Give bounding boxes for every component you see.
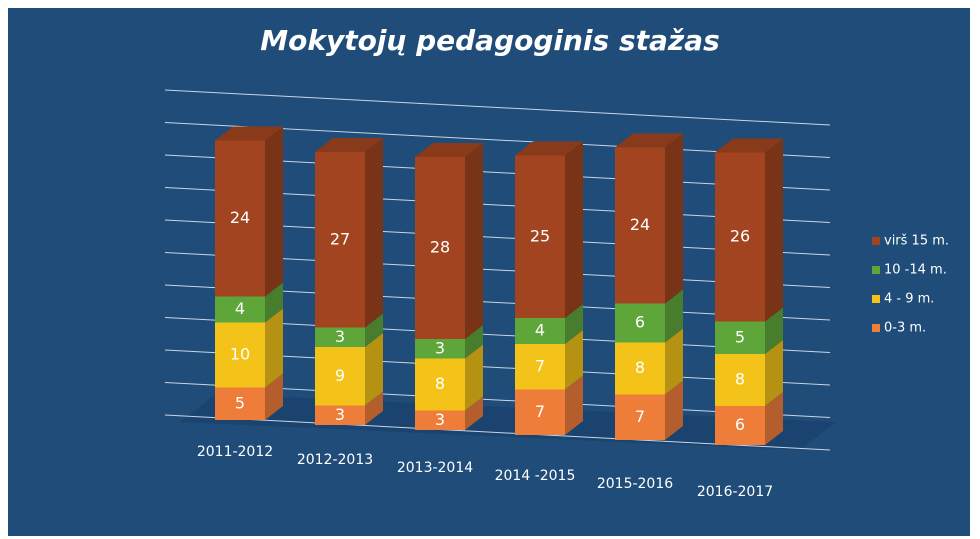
bar-side (665, 328, 683, 395)
grid-line (164, 89, 831, 126)
data-label: 4 (235, 299, 245, 318)
bar (215, 387, 265, 420)
data-label: 24 (230, 208, 250, 227)
x-tick-label: 2015-2016 (597, 476, 673, 492)
bar (415, 157, 465, 339)
bar-side (265, 308, 283, 388)
bar-side (265, 282, 283, 323)
bar-side (265, 373, 283, 420)
bar (515, 344, 565, 390)
bar (215, 296, 265, 323)
x-tick-label: 2014 -2015 (495, 468, 576, 484)
x-tick-label: 2012-2013 (297, 452, 373, 468)
bar (615, 303, 665, 343)
legend-swatch (872, 295, 880, 303)
legend-swatch (872, 237, 880, 245)
legend-label: virš 15 m. (884, 234, 949, 249)
bar (215, 322, 265, 388)
data-label: 28 (430, 238, 450, 257)
bar-side (565, 330, 583, 390)
bar-top (715, 138, 783, 153)
legend-swatch (872, 324, 880, 332)
bar (415, 410, 465, 430)
bar-side (265, 126, 283, 297)
bar (315, 405, 365, 425)
bar-side (565, 141, 583, 318)
data-label: 24 (630, 215, 650, 234)
data-label: 3 (335, 327, 345, 346)
bar (415, 339, 465, 359)
data-label: 27 (330, 229, 350, 248)
data-label: 8 (435, 374, 445, 393)
data-label: 10 (230, 345, 250, 364)
bar (715, 321, 765, 354)
bar (315, 327, 365, 347)
data-label: 4 (535, 321, 545, 340)
bar-side (665, 380, 683, 440)
data-label: 7 (535, 402, 545, 421)
legend-label: 0-3 m. (884, 321, 926, 336)
bar-side (465, 325, 483, 359)
bar-side (765, 307, 783, 354)
bar (515, 318, 565, 344)
bar-top (315, 138, 383, 152)
x-tick-label: 2016-2017 (697, 484, 773, 500)
bar (715, 152, 765, 322)
bar-side (365, 138, 383, 328)
bar-side (665, 133, 683, 304)
bar-side (565, 304, 583, 344)
data-label: 3 (435, 410, 445, 429)
bar-top (615, 133, 683, 148)
data-label: 7 (535, 356, 545, 375)
chart-title: Mokytojų pedagoginis stažas (260, 24, 720, 57)
data-label: 8 (735, 370, 745, 389)
data-label: 6 (735, 415, 745, 434)
bar (415, 358, 465, 411)
bar-side (465, 143, 483, 339)
bar-side (365, 313, 383, 347)
bar-side (665, 289, 683, 343)
bar (715, 406, 765, 445)
legend-swatch (872, 266, 880, 274)
data-label: 3 (435, 338, 445, 357)
background (8, 8, 970, 536)
legend-label: 4 - 9 m. (884, 292, 934, 307)
data-label: 6 (635, 313, 645, 332)
data-label: 26 (730, 227, 750, 246)
bar (615, 147, 665, 304)
bar (715, 354, 765, 406)
data-label: 25 (530, 226, 550, 245)
bar (515, 389, 565, 435)
bar-side (465, 344, 483, 411)
bar (215, 140, 265, 297)
bar-side (565, 375, 583, 435)
x-tick-label: 2011-2012 (197, 444, 273, 460)
bar (615, 342, 665, 395)
bar-side (365, 333, 383, 406)
bar-top (515, 141, 583, 156)
bar (315, 152, 365, 328)
x-tick-label: 2013-2014 (397, 460, 473, 476)
bar (315, 347, 365, 406)
bar-side (765, 138, 783, 322)
data-label: 9 (335, 366, 345, 385)
bar-side (365, 391, 383, 425)
bar-side (465, 396, 483, 430)
data-label: 8 (635, 358, 645, 377)
legend-label: 10 -14 m. (884, 263, 947, 278)
bar-side (765, 340, 783, 406)
bar-top (415, 143, 483, 157)
bar-top (215, 126, 283, 141)
data-label: 3 (335, 405, 345, 424)
bar (515, 155, 565, 318)
bar (615, 394, 665, 440)
data-label: 7 (635, 407, 645, 426)
data-label: 5 (235, 393, 245, 412)
bar-side (765, 392, 783, 445)
data-label: 5 (735, 327, 745, 346)
